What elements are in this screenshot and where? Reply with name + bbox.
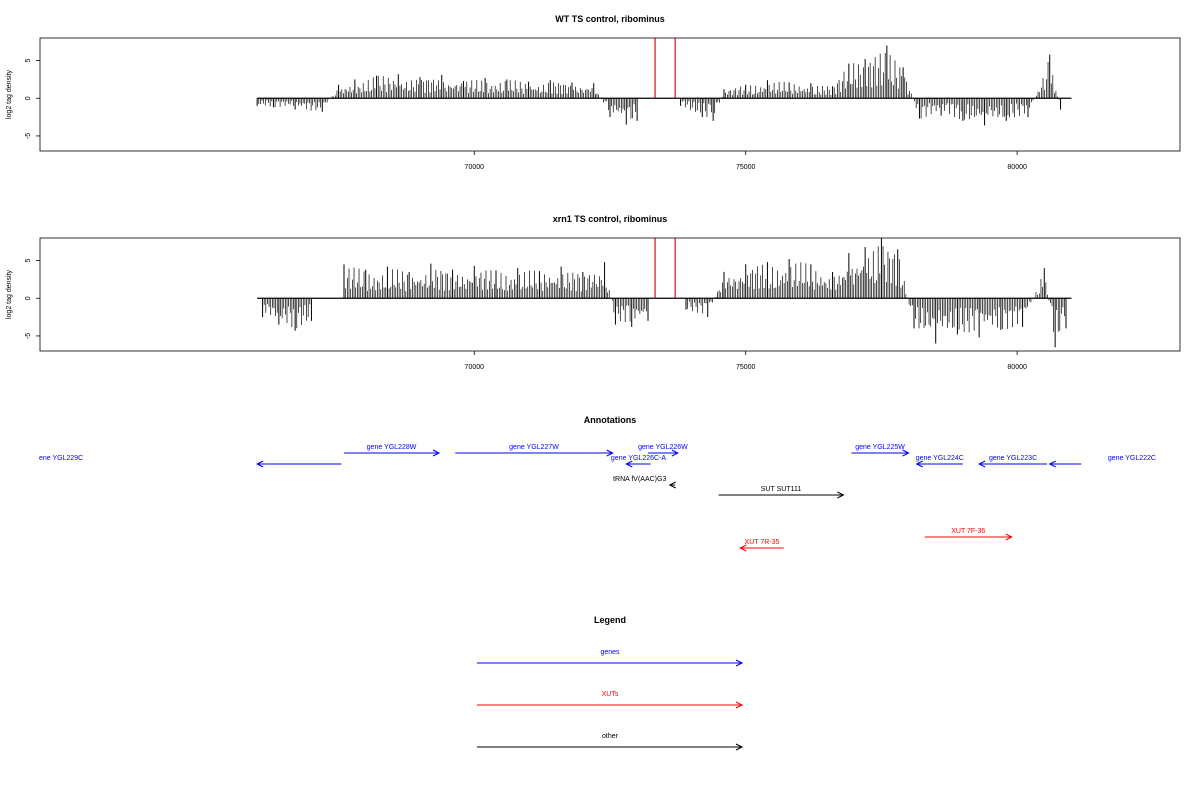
series-1 [256, 45, 1062, 126]
annotation-8 [1048, 460, 1082, 468]
legend-arrowhead [735, 701, 744, 709]
annotation-0 [256, 460, 342, 468]
legend-item-other [477, 743, 744, 751]
annotation-arrowhead [978, 460, 986, 468]
y-axis-label: log2 tag density [6, 269, 13, 319]
y-tick-label: 0 [25, 296, 32, 300]
annotation-label: gene YGL226C-A [611, 455, 666, 462]
annotations-title: Annotations [584, 415, 637, 425]
legend-item-genes [477, 659, 744, 667]
series-1 [262, 238, 1067, 348]
annotation-12 [924, 533, 1013, 541]
annotation-label: gene YGL222C [1108, 455, 1156, 462]
annotation-label: SUT SUT111 [761, 486, 802, 493]
annotation-label: gene YGL224C [916, 455, 964, 462]
annotation-label: gene YGL227W [509, 444, 559, 451]
x-tick-label: 70000 [465, 364, 485, 371]
annotation-1 [344, 449, 441, 457]
annotation-arrowhead [432, 449, 441, 457]
legend-arrowhead [735, 743, 744, 751]
chart-title: WT TS control, ribominus [555, 14, 665, 24]
legend-label: XUTs [602, 691, 619, 698]
annotation-label: gene YGL226W [638, 444, 688, 451]
y-tick-label: 5 [25, 259, 32, 263]
annotation-7 [978, 460, 1047, 468]
legend-label: genes [600, 649, 620, 656]
plot-frame [39, 37, 1181, 152]
y-tick-label: -5 [25, 133, 32, 139]
annotation-6 [915, 460, 963, 468]
annotation-label: tRNA fV(AAC)G3 [613, 476, 666, 483]
annotation-arrowhead [837, 491, 845, 499]
y-tick-label: -5 [25, 333, 32, 339]
annotation-arrowhead [739, 544, 747, 552]
annotation-2 [455, 449, 614, 457]
series-2 [654, 38, 676, 99]
x-tick-label: 70000 [465, 164, 485, 171]
annotation-label: gene YGL223C [989, 455, 1037, 462]
annotation-4 [648, 449, 679, 457]
annotation-label: XUT 7F-36 [951, 528, 985, 535]
annotation-arrowhead [902, 449, 910, 457]
annotation-arrowhead [915, 460, 923, 468]
chart-title: xrn1 TS control, ribominus [553, 214, 668, 224]
legend-title: Legend [594, 615, 626, 625]
annotation-label: gene YGL228W [367, 444, 417, 451]
annotation-3 [625, 460, 651, 468]
y-tick-label: 0 [25, 96, 32, 100]
legend-label: other [602, 733, 619, 740]
annotation-arrowhead [668, 481, 676, 489]
y-tick-label: 5 [25, 59, 32, 63]
annotation-9 [668, 481, 676, 489]
annotation-11 [739, 544, 784, 552]
plot-frame [39, 237, 1181, 352]
annotation-arrowhead [256, 460, 264, 468]
x-tick-label: 80000 [1007, 164, 1027, 171]
annotation-arrowhead [606, 449, 614, 457]
annotation-10 [718, 491, 845, 499]
series-2 [654, 238, 676, 299]
annotation-label: ene YGL229C [39, 455, 83, 462]
x-tick-label: 75000 [736, 364, 756, 371]
annotation-label: XUT 7R-35 [745, 539, 780, 546]
annotation-arrowhead [625, 460, 633, 468]
legend-item-XUTs [477, 701, 744, 709]
legend-arrowhead [735, 659, 744, 667]
x-tick-label: 80000 [1007, 364, 1027, 371]
chart-panel-1 [36, 37, 1181, 155]
annotation-5 [851, 449, 910, 457]
annotation-label: gene YGL225W [855, 444, 905, 451]
annotation-arrowhead [1048, 460, 1056, 468]
x-tick-label: 75000 [736, 164, 756, 171]
annotation-arrowhead [671, 449, 679, 457]
chart-panel-2 [36, 237, 1181, 355]
y-axis-label: log2 tag density [6, 69, 13, 119]
annotation-arrowhead [1005, 533, 1013, 541]
